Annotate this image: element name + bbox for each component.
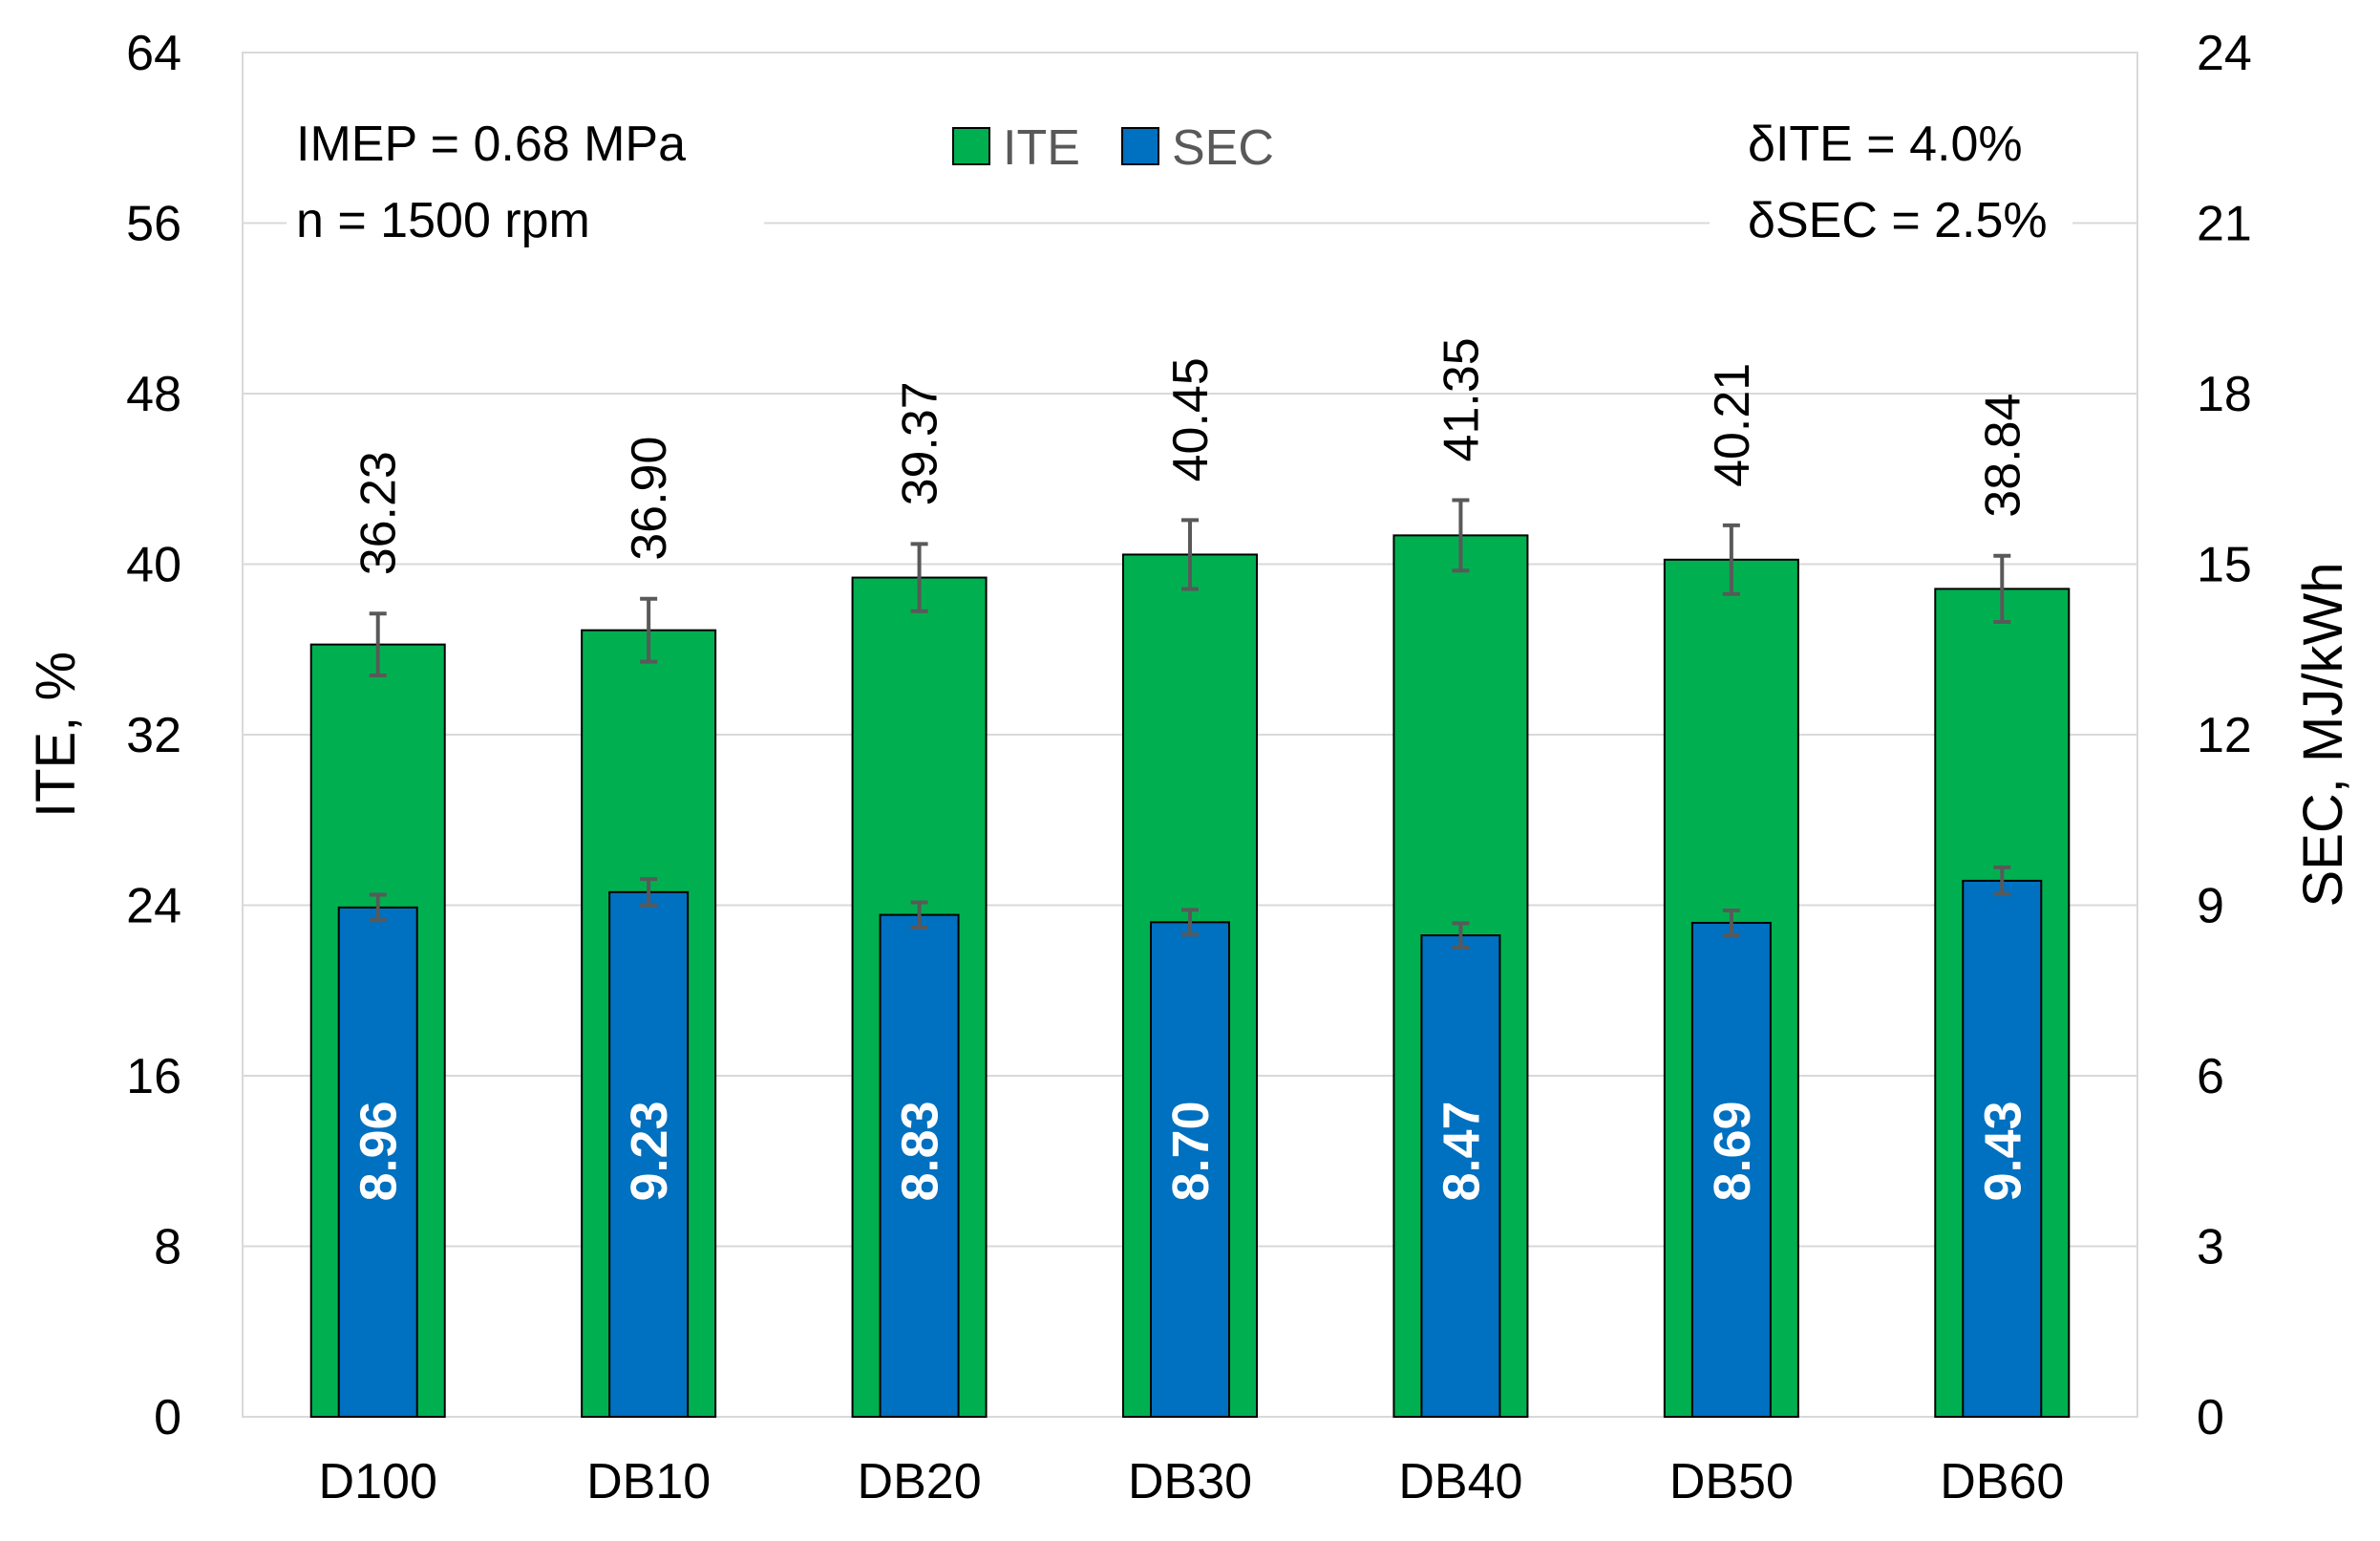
x-tick-label: DB20 [858,1454,982,1509]
legend-ite-swatch [952,127,990,165]
legend-sec-swatch [1121,127,1159,165]
legend: ITE SEC [936,107,1308,193]
sec-data-label: 8.83 [892,1101,949,1201]
ite-data-label: 40.21 [1705,363,1760,487]
note-imep: IMEP = 0.68 MPa [296,117,686,172]
x-tick-label: DB30 [1128,1454,1252,1509]
data-labels: 36.23 36.90 39.37 40.45 41.35 40.21 38.84 8.96 9… [351,337,2032,1201]
left-tick-label: 48 [126,367,181,422]
notes-left: IMEP = 0.68 MPa n = 1500 rpm [287,103,764,248]
right-tick-label: 18 [2197,367,2252,422]
sec-data-label: 9.23 [621,1101,678,1201]
ite-data-label: 41.35 [1434,337,1489,461]
right-tick-label: 24 [2197,26,2252,81]
sec-data-label: 9.43 [1974,1101,2031,1201]
right-tick-label: 6 [2197,1049,2224,1104]
left-tick-label: 64 [126,26,181,81]
x-tick-label: DB60 [1940,1454,2064,1509]
legend-sec-label: SEC [1172,120,1274,176]
right-axis-title: SEC, MJ/kWh [2292,563,2354,908]
notes-right: δITE = 4.0% δSEC = 2.5% [1710,103,2072,248]
right-tick-label: 21 [2197,197,2252,252]
x-tick-label: DB50 [1669,1454,1794,1509]
legend-ite-label: ITE [1003,120,1080,176]
note-delta-ite: δITE = 4.0% [1748,117,2023,172]
sec-data-label: 8.47 [1433,1101,1490,1201]
note-delta-sec: δSEC = 2.5% [1748,193,2048,248]
ite-data-label: 39.37 [893,381,948,505]
ite-data-label: 40.45 [1163,357,1219,482]
left-tick-label: 16 [126,1049,181,1104]
right-tick-label: 15 [2197,538,2252,593]
note-speed: n = 1500 rpm [296,193,590,248]
left-tick-label: 32 [126,708,181,763]
sec-bar [337,906,418,1418]
left-tick-label: 8 [154,1220,181,1275]
left-tick-label: 40 [126,538,181,593]
right-tick-label: 9 [2197,879,2224,934]
ite-data-label: 36.23 [351,451,407,575]
sec-data-label: 8.96 [351,1101,408,1201]
x-tick-label: DB10 [586,1454,711,1509]
x-tick-label: DB40 [1398,1454,1522,1509]
left-tick-label: 56 [126,197,181,252]
sec-data-label: 8.70 [1162,1101,1220,1201]
sec-bar [1962,879,2043,1418]
sec-bar [879,913,960,1418]
right-axis-ticks: 0 3 6 9 12 15 18 21 24 [2197,26,2252,1445]
sec-data-label: 8.69 [1704,1101,1761,1201]
sec-bar [1150,921,1230,1418]
left-axis-title: ITE, % [25,652,87,818]
ite-data-label: 38.84 [1975,394,2030,518]
sec-bars [337,879,2043,1418]
ite-data-label: 36.90 [622,437,677,561]
error-bars [369,498,2011,950]
left-tick-label: 0 [154,1390,181,1445]
right-tick-label: 3 [2197,1220,2224,1275]
right-tick-label: 12 [2197,708,2252,763]
x-axis-ticks: D100 DB10 DB20 DB30 DB40 DB50 DB60 [319,1454,2065,1509]
x-tick-label: D100 [319,1454,437,1509]
sec-bar [1420,934,1501,1418]
left-tick-label: 24 [126,879,181,934]
right-tick-label: 0 [2197,1390,2224,1445]
left-axis-ticks: 0 8 16 24 32 40 48 56 64 [126,26,181,1445]
